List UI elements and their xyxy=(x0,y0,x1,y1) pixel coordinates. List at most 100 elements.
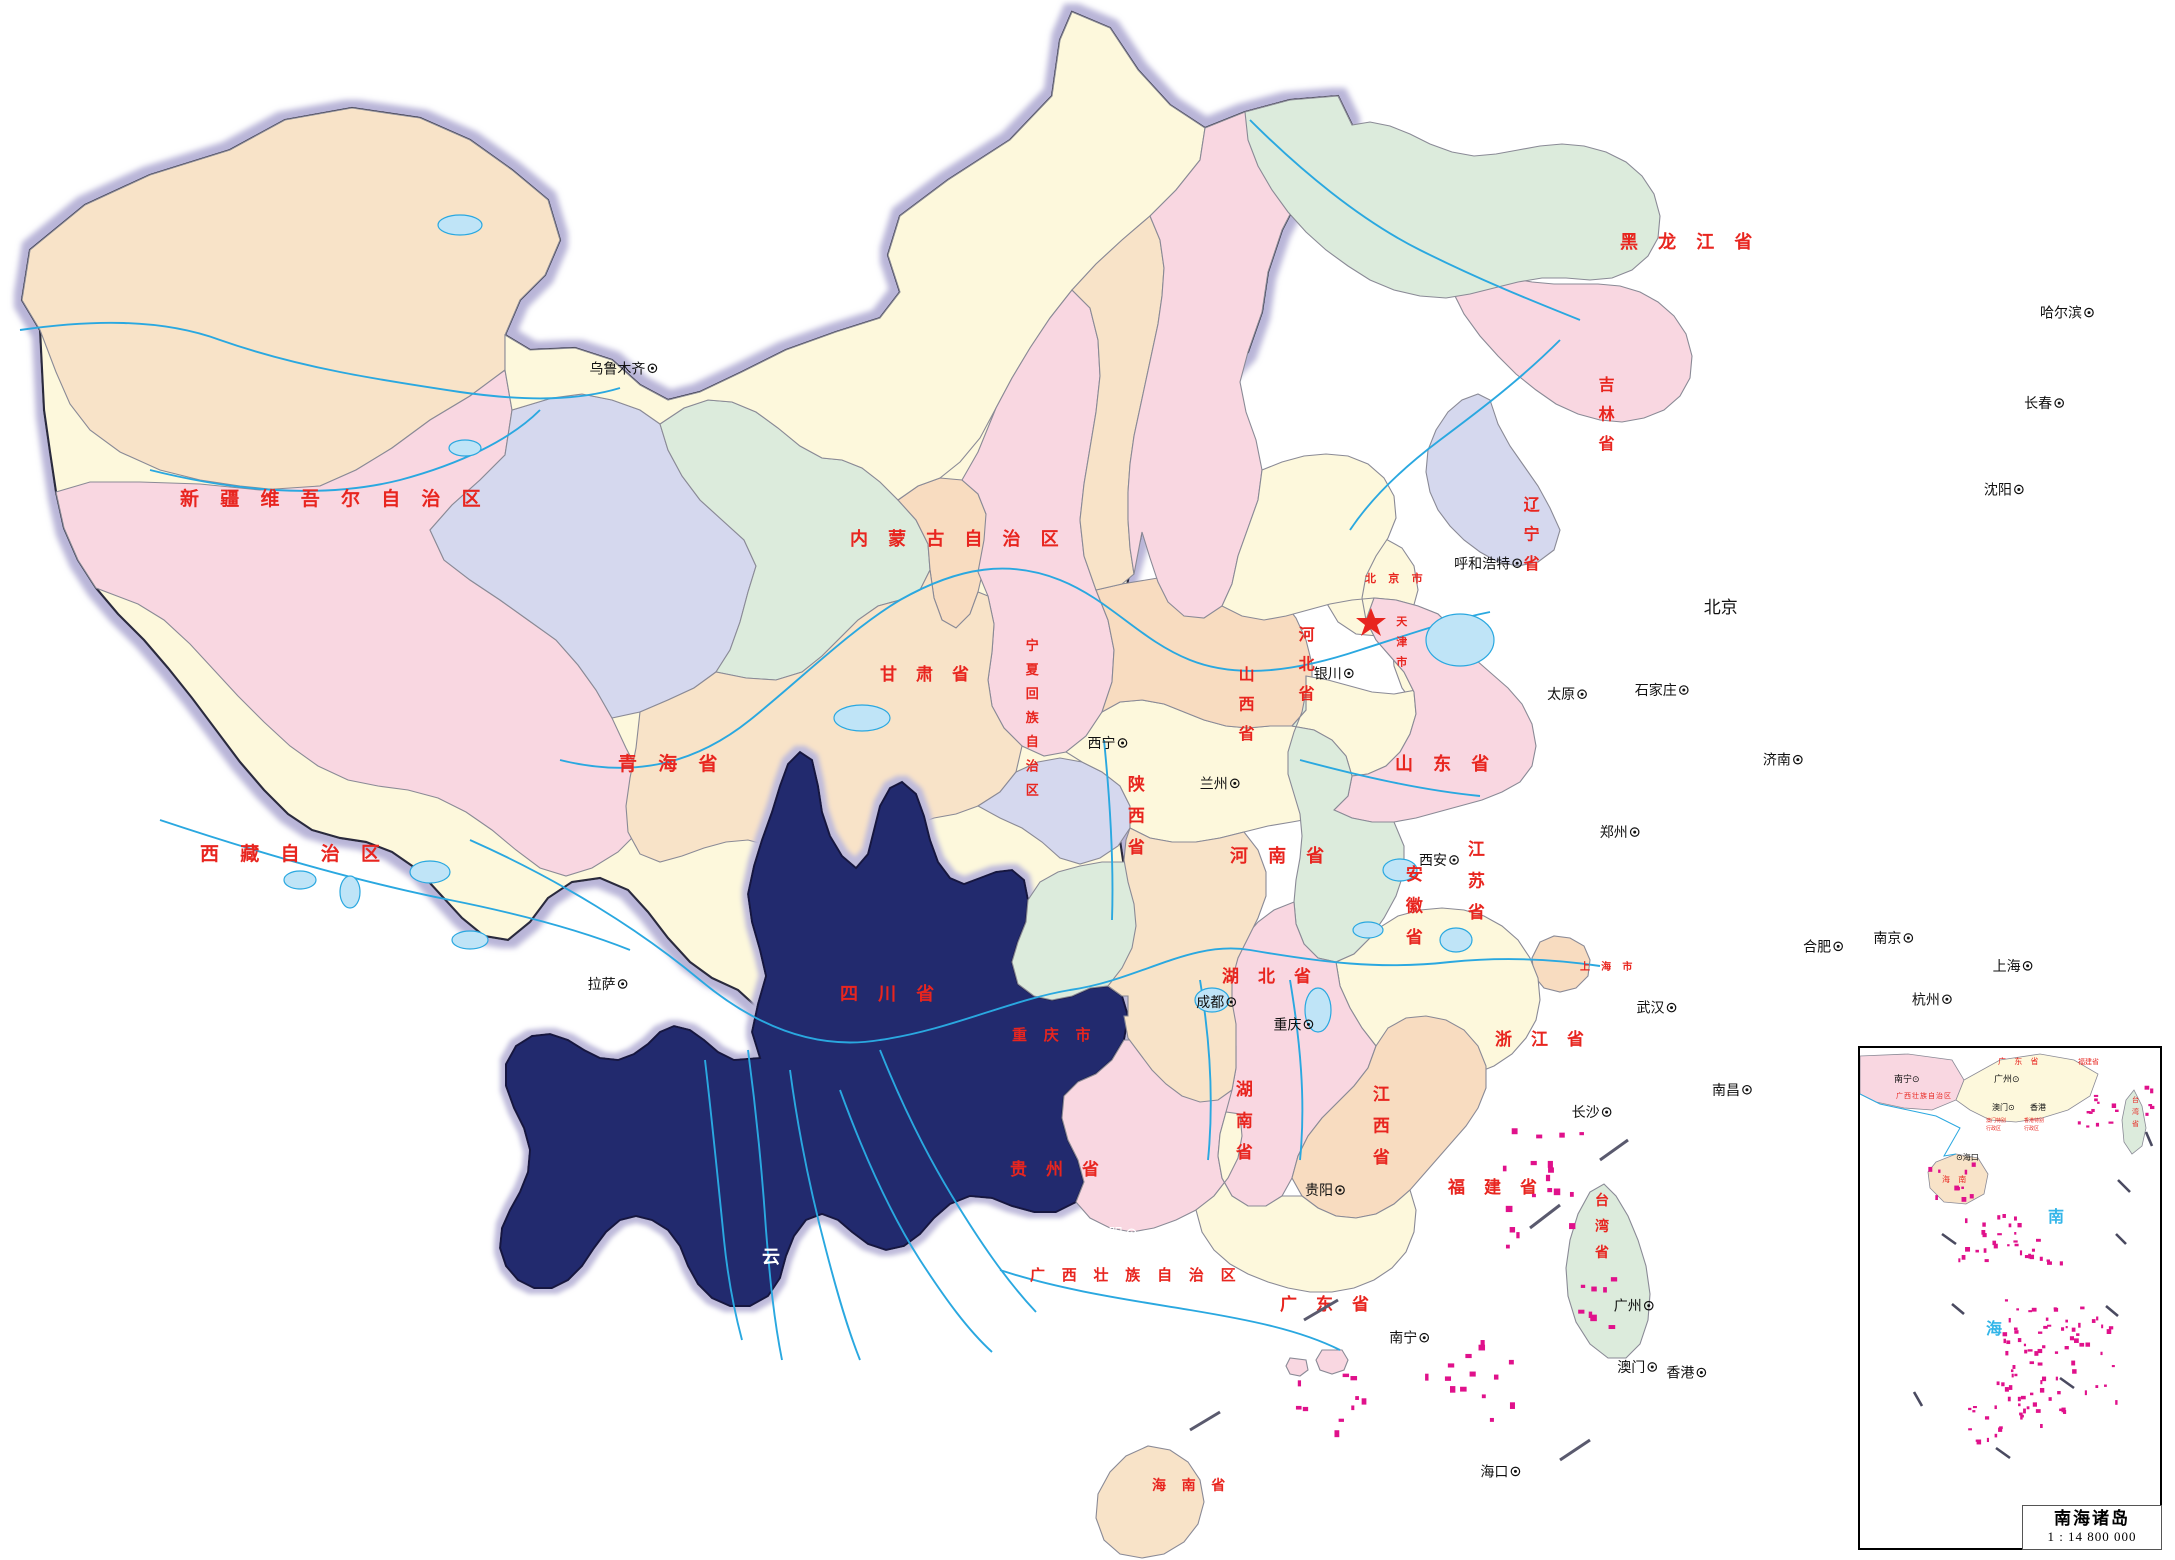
province-fills-group[interactable] xyxy=(21,11,1693,1559)
city-label[interactable]: 长春 xyxy=(2024,395,2052,411)
island-dot xyxy=(1460,1386,1467,1392)
inset-island-dot xyxy=(2018,1403,2021,1407)
province-jilin[interactable] xyxy=(1451,275,1693,423)
province-hainan[interactable] xyxy=(1095,1445,1205,1559)
city-label[interactable]: 南昌 xyxy=(1712,1082,1740,1098)
city-label[interactable]: 西宁 xyxy=(1088,735,1116,751)
inset-label-macau-full2: 行政区 xyxy=(1986,1125,2001,1132)
city-label[interactable]: 海口 xyxy=(1480,1463,1508,1479)
inset-island-dot xyxy=(2037,1348,2043,1354)
province-label: 吉 xyxy=(1599,375,1622,394)
inset-island-dot xyxy=(2010,1369,2014,1373)
island-dot xyxy=(1508,1359,1514,1365)
province-hongkong[interactable] xyxy=(1315,1349,1349,1375)
province-macau[interactable] xyxy=(1285,1357,1309,1377)
province-guangdong[interactable] xyxy=(1195,1111,1417,1293)
inset-island-dot xyxy=(1976,1439,1982,1445)
province-label: 自 xyxy=(1026,734,1044,749)
province-liaoning[interactable] xyxy=(1425,393,1561,567)
inset-south-china-sea[interactable]: 南 海 南宁⊙ 广州⊙ 澳门⊙ 香港 ⊙海口 广 东 省 广西壮族自治区 海 南… xyxy=(1858,1046,2162,1550)
inset-island-dot xyxy=(2037,1331,2043,1334)
city-label[interactable]: 北京 xyxy=(1704,598,1738,617)
inset-island-dot xyxy=(2013,1240,2018,1243)
island-dot xyxy=(1608,1325,1616,1330)
inset-label-hk-full2: 行政区 xyxy=(2024,1125,2039,1132)
river-yunnan-4 xyxy=(839,1089,993,1353)
island-dot xyxy=(1502,1165,1507,1172)
inset-label-hainan: 海 南 xyxy=(1942,1174,1969,1184)
inset-island-dot xyxy=(2019,1250,2023,1256)
island-dot xyxy=(1478,1344,1486,1351)
island-dot xyxy=(1547,1160,1553,1168)
city-label[interactable]: 长沙 xyxy=(1572,1104,1600,1120)
city-label[interactable]: 沈阳 xyxy=(1984,481,2012,497)
city-label[interactable]: 兰州 xyxy=(1200,775,1228,791)
city-label[interactable]: 香港 xyxy=(1666,1365,1694,1381)
inset-title-text: 南海诸岛 xyxy=(2054,1509,2130,1528)
inset-island-dot xyxy=(2041,1376,2047,1382)
province-chongqing[interactable] xyxy=(976,757,1131,865)
city-label[interactable]: 乌鲁木齐 xyxy=(589,360,645,376)
city-label[interactable]: 重庆 xyxy=(1273,1016,1301,1032)
city-label[interactable]: 济南 xyxy=(1763,752,1791,768)
city-label[interactable]: 郑州 xyxy=(1600,824,1628,840)
province-label: 四 川 省 xyxy=(840,983,942,1004)
city-label[interactable]: 昆明 xyxy=(1095,1225,1123,1241)
province-label: 省 xyxy=(1467,902,1492,922)
city-label[interactable]: 石家庄 xyxy=(1635,682,1677,698)
island-dot xyxy=(1361,1398,1367,1405)
province-label: 津 xyxy=(1396,634,1412,648)
city-label[interactable]: 上海 xyxy=(1993,958,2021,974)
province-hunan[interactable] xyxy=(1107,827,1267,1103)
city-marker-icon xyxy=(1510,1466,1521,1477)
island-dot xyxy=(1481,1394,1486,1399)
city-label[interactable]: 呼和浩特 xyxy=(1454,555,1510,571)
inset-island-dot xyxy=(2017,1396,2021,1402)
inset-sea-label-hai: 海 xyxy=(1986,1319,2008,1338)
province-taiwan[interactable] xyxy=(1565,1183,1651,1359)
inset-island-dot xyxy=(2115,1400,2118,1405)
city-label[interactable]: 太原 xyxy=(1547,686,1575,702)
city-label[interactable]: 南宁 xyxy=(1389,1330,1417,1346)
province-label: 黑 龙 江 省 xyxy=(1620,231,1760,252)
inset-island-dot xyxy=(2108,1121,2114,1124)
inset-island-dot xyxy=(1997,1233,2002,1236)
city-label[interactable]: 澳门 xyxy=(1617,1359,1645,1375)
south-china-sea-islands xyxy=(1295,1128,1618,1438)
city-marker-icon xyxy=(1344,668,1354,679)
city-label[interactable]: 杭州 xyxy=(1912,991,1940,1007)
province-yunnan-highlight[interactable] xyxy=(498,750,1130,1307)
city-label[interactable]: 广州 xyxy=(1614,1298,1642,1314)
inset-island-dot xyxy=(1968,1428,1972,1431)
city-label[interactable]: 成都 xyxy=(1196,994,1224,1010)
inset-dash-markers xyxy=(1912,1131,2154,1460)
inset-island-dot xyxy=(1992,1240,1997,1246)
city-label[interactable]: 合肥 xyxy=(1803,938,1831,954)
inset-island-dot xyxy=(2003,1338,2007,1344)
rivers-group xyxy=(19,119,1601,1361)
inset-map-svg[interactable]: 南 海 南宁⊙ 广州⊙ 澳门⊙ 香港 ⊙海口 广 东 省 广西壮族自治区 海 南… xyxy=(1860,1048,2156,1544)
province-label: 湖 xyxy=(1236,1080,1260,1099)
inset-taiwan xyxy=(2121,1089,2147,1155)
province-sichuan[interactable] xyxy=(625,568,1023,875)
island-dot xyxy=(1559,1132,1565,1138)
city-label[interactable]: 南京 xyxy=(1873,930,1901,946)
inset-island-dot xyxy=(2108,1326,2114,1330)
city-label[interactable]: 拉萨 xyxy=(588,976,616,992)
city-label[interactable]: 武汉 xyxy=(1637,1000,1665,1016)
island-dot xyxy=(1588,1311,1593,1318)
city-marker-icon xyxy=(1696,1367,1707,1378)
inset-label-guangxi: 广西壮族自治区 xyxy=(1896,1091,1952,1100)
inset-island-dot xyxy=(2086,1125,2090,1128)
province-heilongjiang[interactable] xyxy=(1244,95,1661,299)
city-marker-icon xyxy=(1303,1019,1314,1030)
city-marker-icon xyxy=(1419,1332,1430,1343)
inset-city-nanning: 南宁⊙ xyxy=(1894,1073,1920,1084)
city-label[interactable]: 银川 xyxy=(1314,665,1342,681)
city-label[interactable]: 西安 xyxy=(1419,852,1447,868)
city-label[interactable]: 贵阳 xyxy=(1305,1182,1333,1198)
city-label[interactable]: 哈尔滨 xyxy=(2040,305,2082,321)
inset-island-dot xyxy=(1994,1405,1997,1410)
island-dot xyxy=(1536,1134,1543,1139)
